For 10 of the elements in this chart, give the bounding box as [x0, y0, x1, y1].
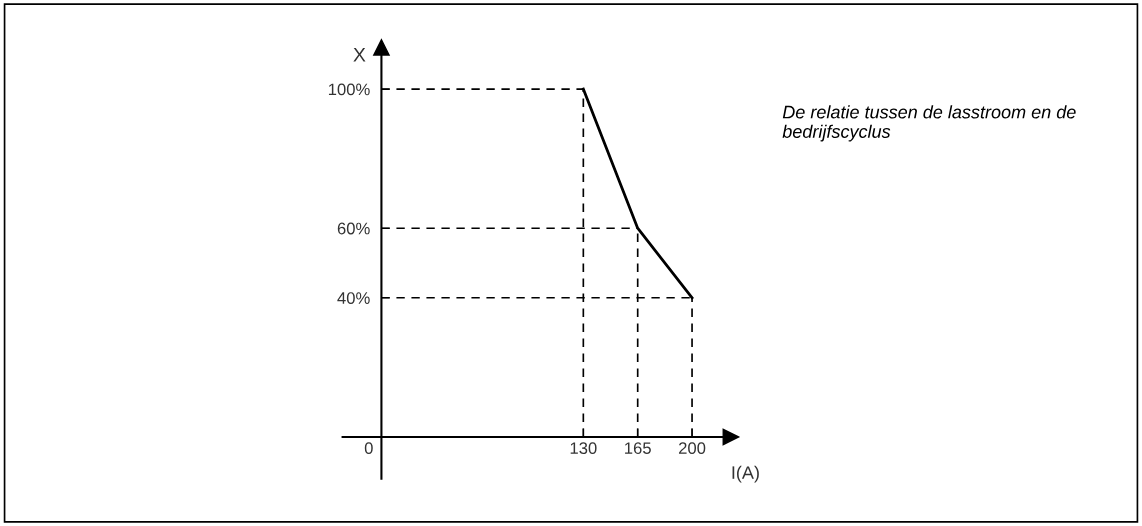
- x-tick-label: 200: [678, 442, 706, 455]
- x-tick-label: 0: [364, 442, 373, 455]
- y-tick-label: 100%: [328, 83, 370, 96]
- x-tick-label: 165: [625, 442, 651, 455]
- text: De relatie tussen de lasstroom en de bedrijfscyclus: [782, 105, 1076, 142]
- y-tick-label: 40%: [337, 292, 370, 304]
- y-axis-title: X: [353, 48, 366, 62]
- y-tick-label: 60%: [337, 222, 370, 235]
- x-axis-title: I(A): [732, 465, 759, 483]
- x-tick-label: 130: [570, 442, 597, 455]
